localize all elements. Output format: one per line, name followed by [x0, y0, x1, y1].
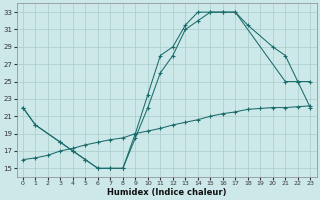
- X-axis label: Humidex (Indice chaleur): Humidex (Indice chaleur): [107, 188, 226, 197]
